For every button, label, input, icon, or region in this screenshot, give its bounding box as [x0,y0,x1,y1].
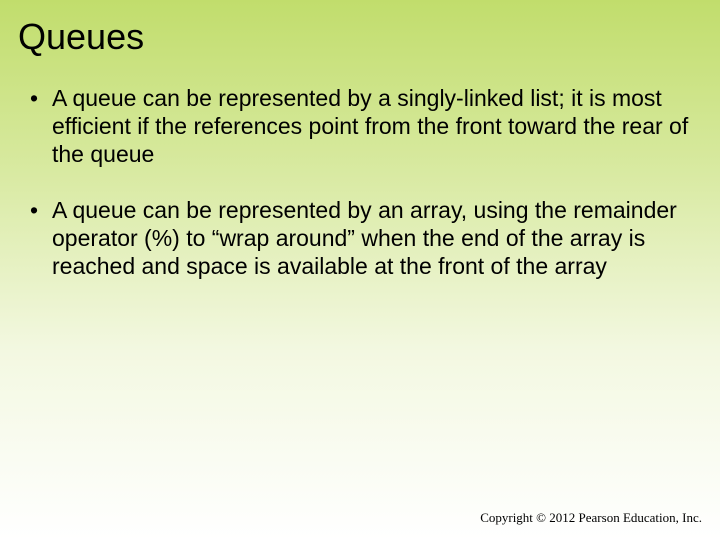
slide-title: Queues [18,12,702,58]
copyright-footer: Copyright © 2012 Pearson Education, Inc. [480,510,702,526]
bullet-item: A queue can be represented by an array, … [24,196,692,280]
slide: Queues A queue can be represented by a s… [0,0,720,540]
bullet-list: A queue can be represented by a singly-l… [18,84,702,280]
bullet-item: A queue can be represented by a singly-l… [24,84,692,168]
